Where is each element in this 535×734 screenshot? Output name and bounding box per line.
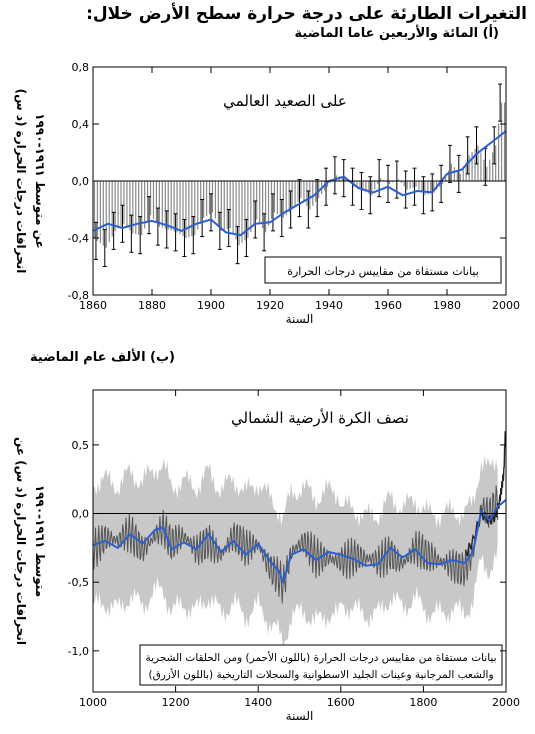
smoothed-line — [92, 130, 507, 237]
legend-line2: والشعب المرجانية وعينات الجليد الاسطواني… — [148, 668, 493, 681]
x-tick-label: 2000 — [492, 299, 520, 312]
y-tick-label: -0,5 — [68, 576, 89, 589]
x-tick-label: 2000 — [492, 696, 520, 709]
x-tick-label: 1000 — [79, 696, 107, 709]
x-tick-label: 1940 — [315, 299, 343, 312]
x-tick-label: 1980 — [433, 299, 461, 312]
subtitle-b: (ب) الألف عام الماضية — [30, 350, 175, 365]
smoothed-line — [92, 499, 507, 586]
x-tick-label: 1400 — [244, 696, 272, 709]
y-tick-label: -1,0 — [68, 645, 89, 658]
annual-series — [92, 485, 499, 604]
x-tick-label: 1920 — [256, 299, 284, 312]
x-tick-label: 1960 — [374, 299, 402, 312]
legend-box — [264, 256, 502, 284]
x-tick-label: 1200 — [162, 696, 190, 709]
y-axis-label-line2: متوسط ١٩٦١-١٩٩٠ — [32, 485, 47, 597]
y-tick-label: 0,5 — [72, 439, 90, 452]
x-tick-label: 1800 — [409, 696, 437, 709]
x-tick-label: 1880 — [138, 299, 166, 312]
page-title: التغيرات الطارئة على درجة حرارة سطح الأر… — [86, 4, 527, 24]
legend-line1: بيانات مستقاة من مقاييس درجات الحرارة (ب… — [145, 651, 496, 664]
x-tick-label: 1900 — [197, 299, 225, 312]
chart-title: على الصعيد العالمي — [223, 92, 347, 111]
y-tick-label: 0,0 — [72, 175, 90, 188]
y-axis-label-line1: انحرافات درجات الحرارة (د س) عن — [14, 437, 28, 645]
y-tick-label: 0,8 — [72, 61, 90, 74]
y-tick-label: 0,0 — [72, 508, 90, 521]
chart-title: نصف الكرة الأرضية الشمالي — [231, 408, 409, 428]
x-tick-label: 1860 — [79, 299, 107, 312]
y-axis-label-line2: عن متوسط ١٩٦١-١٩٩٠ — [32, 113, 47, 248]
subtitle-a: (أ) المائة والأربعين عاما الماضية — [294, 26, 499, 41]
legend-text: بيانات مستقاة من مقاييس درجات الحرارة — [287, 265, 479, 278]
y-axis-label-line1: انحرافات درجات الحرارة (د س) — [14, 89, 28, 274]
plot-frame — [92, 389, 507, 693]
y-tick-label: -0,4 — [68, 232, 89, 245]
x-axis-label: السنة — [286, 312, 314, 326]
y-tick-label: -0,8 — [68, 289, 89, 302]
y-tick-label: 0,4 — [72, 118, 90, 131]
legend-box — [139, 644, 503, 686]
x-tick-label: 1600 — [327, 696, 355, 709]
x-axis-label: السنة — [286, 709, 314, 723]
